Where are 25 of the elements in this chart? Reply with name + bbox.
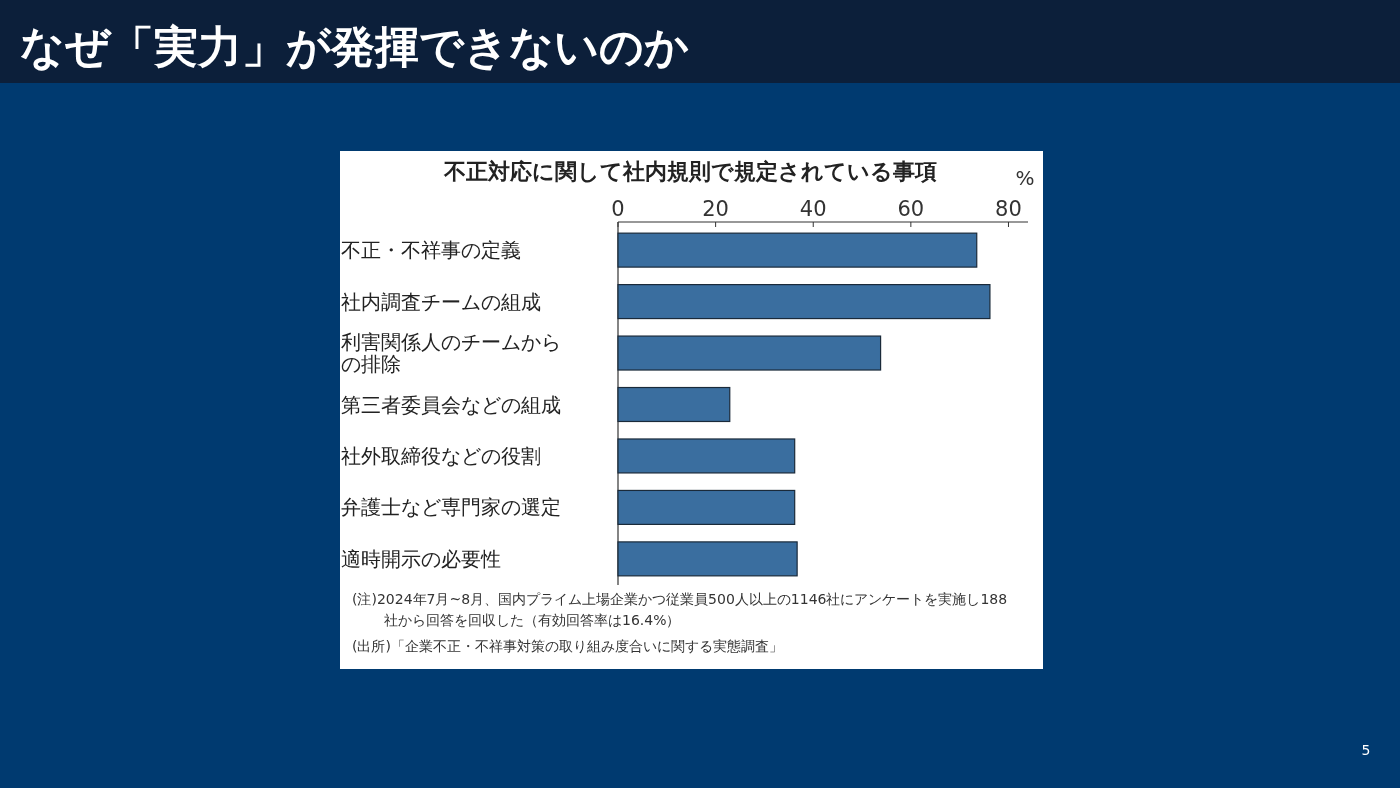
bar [617, 386, 731, 423]
y-tick-label: 第三者委員会などの組成 [341, 392, 561, 417]
x-tick-label: 80 [995, 197, 1022, 221]
y-tick-label: 弁護士など専門家の選定 [341, 495, 561, 520]
y-tick-label: 利害関係人のチームからの排除 [341, 330, 561, 377]
y-tick-label: 社内調査チームの組成 [341, 289, 541, 314]
bar [617, 541, 798, 577]
bar [617, 335, 882, 371]
y-tick-label: 適時開示の必要性 [341, 546, 501, 571]
chart-subtitle: 不正対応に関して社内規則で規定されている事項 [442, 159, 937, 184]
x-tick-label: 0 [611, 197, 625, 221]
x-tick-label: 60 [897, 197, 925, 221]
y-tick-label: 不正・不祥事の定義 [341, 238, 521, 263]
text: (注)2024年7月~8月、国内プライム上場企業かつ従業員500人以上の1146社にアンケートを実施し188社から回答を回収した（有効回答率は16.4%） [352, 591, 1008, 628]
x-tick-label: 20 [702, 197, 729, 221]
x-tick-label: 40 [799, 197, 827, 221]
y-tick-label: 社外取締役などの役割 [341, 443, 541, 468]
x-axis-title: % [1015, 166, 1035, 190]
text: (出所)「企業不正・不祥事対策の取り組み度合いに関する実態調査」 [352, 638, 783, 654]
bar [617, 489, 796, 525]
bar [617, 232, 978, 268]
text: 5 [1361, 742, 1371, 758]
chart-title: なぜ「実力」が発揮できないのか [20, 21, 689, 72]
bar [617, 284, 991, 320]
bar [617, 438, 796, 474]
